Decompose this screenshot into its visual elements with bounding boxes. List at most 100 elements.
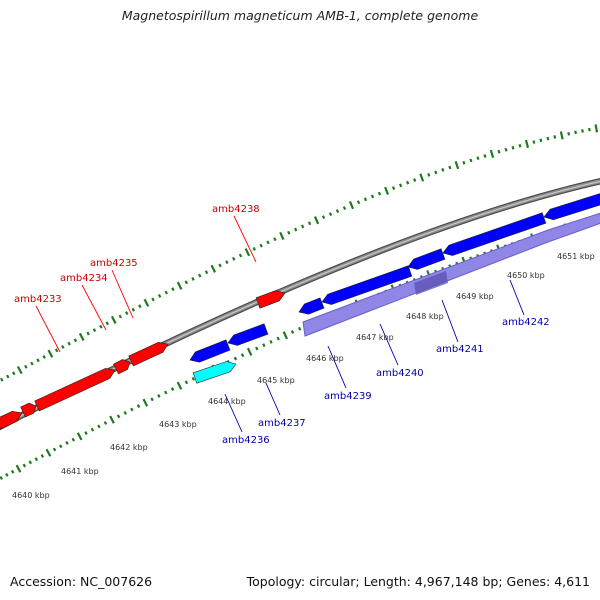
label-amb4240: amb4240 xyxy=(376,368,424,379)
map-title: Magnetospirillum magneticum AMB-1, compl… xyxy=(121,8,479,23)
outer-tick xyxy=(42,355,46,359)
inner-tick xyxy=(282,331,288,340)
scale-labels: 4640 kbp 4641 kbp 4642 kbp 4643 kbp 4644 kbp… xyxy=(12,252,595,500)
gene-features xyxy=(0,193,600,430)
outer-tick xyxy=(238,253,243,258)
outer-tick xyxy=(210,264,217,273)
outer-tick xyxy=(413,178,417,182)
outer-tick xyxy=(204,270,209,275)
scale-label-10: 4650 kbp xyxy=(507,271,545,280)
outer-tick xyxy=(157,294,162,298)
leader-amb4237 xyxy=(265,382,281,416)
outer-tick xyxy=(244,248,251,257)
outer-tick xyxy=(86,331,90,336)
inner-tick xyxy=(157,393,161,398)
inner-tick xyxy=(262,343,266,348)
leader-amb4235 xyxy=(111,269,134,319)
scale-label-1: 4641 kbp xyxy=(61,467,99,476)
inner-tick xyxy=(176,381,183,390)
outer-tick xyxy=(399,183,403,188)
inner-tick xyxy=(45,448,52,457)
outer-tick xyxy=(328,212,333,217)
genome-backbone xyxy=(0,178,600,431)
outer-tick xyxy=(441,168,445,172)
scale-label-2: 4642 kbp xyxy=(110,443,148,452)
inner-tick xyxy=(40,454,45,458)
label-amb4236: amb4236 xyxy=(222,435,270,446)
inner-tick xyxy=(5,472,9,477)
outer-tick xyxy=(489,149,495,159)
outer-tick xyxy=(504,147,508,152)
outer-tick xyxy=(92,328,97,333)
inner-tick xyxy=(28,460,33,465)
inner-tick xyxy=(116,414,121,419)
outer-tick xyxy=(342,206,347,211)
inner-tick xyxy=(298,326,302,331)
inner-tick xyxy=(184,380,189,385)
backbone-core xyxy=(0,179,600,429)
outer-tick xyxy=(131,307,135,312)
outer-tick xyxy=(61,345,65,349)
outer-tick xyxy=(518,143,522,148)
inner-tick xyxy=(150,397,154,402)
outer-tick xyxy=(67,341,71,346)
gene-amb4243 xyxy=(543,193,600,221)
gene-amb4240 xyxy=(321,265,413,305)
label-amb4233: amb4233 xyxy=(14,294,62,305)
gene-amb4235b xyxy=(128,341,169,367)
outer-tick xyxy=(363,197,368,202)
outer-tick xyxy=(266,240,270,245)
inner-tick xyxy=(246,347,253,356)
inner-tick xyxy=(191,376,196,381)
gene-amb4241 xyxy=(407,248,446,270)
scale-label-8: 4648 kbp xyxy=(406,312,444,321)
outer-tick xyxy=(524,139,530,149)
gene-labels: amb4233 amb4234 amb4235 amb4238 amb4236 amb42… xyxy=(14,204,550,446)
scale-label-11: 4651 kbp xyxy=(557,252,595,261)
outer-tick xyxy=(47,349,54,358)
feature-band[interactable] xyxy=(302,212,600,337)
gene-amb4233 xyxy=(20,402,37,418)
leader-amb4236 xyxy=(224,393,243,433)
outer-tick xyxy=(273,237,277,242)
outer-tick xyxy=(225,260,229,265)
outer-tick xyxy=(191,277,195,281)
inner-tick xyxy=(142,398,149,407)
gene-amb4236 xyxy=(192,361,237,384)
outer-tick xyxy=(313,216,320,225)
scale-label-5: 4645 kbp xyxy=(257,376,295,385)
inner-tick xyxy=(97,424,101,429)
inner-tick xyxy=(130,407,134,412)
outer-tick xyxy=(143,298,150,307)
outer-tick xyxy=(546,136,550,141)
outer-tick xyxy=(559,131,564,140)
inner-tick xyxy=(10,469,15,474)
outer-tick xyxy=(151,297,155,302)
outer-tick xyxy=(294,227,298,232)
leader-amb4239 xyxy=(327,345,347,389)
backbone-highlight xyxy=(0,180,600,428)
outer-tick xyxy=(138,304,142,309)
outer-tick xyxy=(391,186,396,190)
outer-tick xyxy=(307,221,312,226)
inner-tick xyxy=(103,421,108,425)
inner-tick xyxy=(240,353,245,358)
inner-tick xyxy=(290,330,295,334)
outer-tick xyxy=(567,132,571,136)
outer-tick xyxy=(483,154,487,158)
inner-tick xyxy=(255,346,259,351)
scale-label-4: 4644 kbp xyxy=(208,397,246,406)
outer-tick xyxy=(110,315,117,324)
outer-tick xyxy=(448,165,452,170)
outer-tick xyxy=(54,348,59,353)
outer-tick xyxy=(259,243,263,248)
gene-amb4238 xyxy=(255,290,286,309)
outer-tick xyxy=(24,364,28,369)
inner-tick xyxy=(0,476,3,480)
outer-tick xyxy=(406,180,410,185)
leader-amb4238 xyxy=(233,215,257,263)
leader-amb4242 xyxy=(509,279,525,316)
inner-tick xyxy=(269,339,273,344)
outer-tick xyxy=(218,263,222,268)
